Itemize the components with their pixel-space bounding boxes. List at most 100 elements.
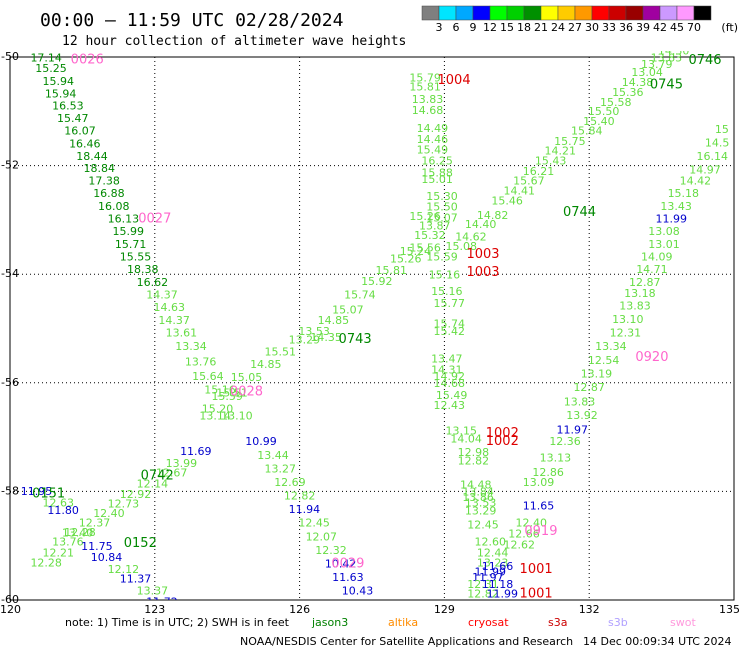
wave-height-point: 16.62 <box>137 276 169 289</box>
wave-height-point: 12.12 <box>108 563 140 576</box>
colorbar-swatch <box>591 5 610 21</box>
wave-height-point: 11.72 <box>146 595 178 608</box>
wave-height-point: 13.99 <box>166 457 198 470</box>
plot-frame <box>9 56 735 601</box>
wave-height-point: 12.40 <box>516 517 548 530</box>
wave-height-point: 17.14 <box>30 51 62 64</box>
wave-height-point: 12.82 <box>467 587 499 600</box>
axis-ticks: 120 123 126 129 132 135 -50 -52 -54 -56 -58 -60 <box>0 50 740 616</box>
wave-height-point: 15.81 <box>409 81 441 94</box>
legend-s3a: s3a <box>548 616 567 629</box>
wave-height-point: 15.16 <box>204 384 236 397</box>
wave-height-point: 15.79 <box>409 71 441 84</box>
track-id-label: 1002 <box>486 434 519 449</box>
colorbar-swatch <box>642 5 661 21</box>
footer-credit: NOAA/NESDIS Center for Satellite Applica… <box>240 635 573 648</box>
wave-height-point: 16.08 <box>98 200 130 213</box>
track-id-label: 0745 <box>650 77 683 92</box>
wave-height-point: 15.07 <box>426 212 458 225</box>
wave-height-point: 13.79 <box>641 58 673 71</box>
wave-height-point: 15.26 <box>390 252 422 265</box>
wave-height-point: 10.43 <box>342 585 374 598</box>
wave-height-point: 13.14 <box>199 410 231 423</box>
track-id-label: 0742 <box>141 468 174 483</box>
wave-height-point: 11.69 <box>180 445 212 458</box>
footer-timestamp: 14 Dec 00:09:34 UTC 2024 <box>583 635 731 648</box>
wave-height-point: 15.24 <box>400 245 432 258</box>
wave-height-point: 15.94 <box>43 75 75 88</box>
wave-height-point: 18.84 <box>84 162 116 175</box>
track-id-label: 0029 <box>331 556 364 571</box>
wave-height-point: 13.84 <box>462 486 494 499</box>
wave-height-point: 13.19 <box>581 367 613 380</box>
colorbar-swatch <box>472 5 491 21</box>
wave-height-point: 15.32 <box>414 229 446 242</box>
wave-height-point: 16.14 <box>697 150 729 163</box>
wave-height-point: 14.82 <box>477 209 509 222</box>
data-points: 17.1415.2515.9415.9416.5315.4716.0716.46… <box>21 51 730 608</box>
wave-height-point: 15.92 <box>361 275 393 288</box>
wave-height-point: 13.34 <box>175 340 207 353</box>
wave-height-point: 15.47 <box>57 112 89 125</box>
wave-height-point: 13.08 <box>648 225 680 238</box>
wave-height-point: 11.99 <box>487 587 519 600</box>
wave-height-point: 11.99 <box>656 213 688 226</box>
wave-height-point: 11.95 <box>21 485 53 498</box>
colorbar-tick-label: 30 <box>585 21 599 34</box>
colorbar-tick-label: 70 <box>687 21 701 34</box>
wave-height-point: 13.87 <box>419 220 451 233</box>
legend-swot: swot <box>670 616 696 629</box>
colorbar-tick-label: 3 <box>436 21 443 34</box>
wave-height-point: 13.53 <box>465 497 497 510</box>
wave-height-point: 13.44 <box>257 449 289 462</box>
wave-height-point: 13.27 <box>265 462 297 475</box>
wave-height-point: 13.83 <box>564 396 596 409</box>
wave-height-point: 12.44 <box>477 547 509 560</box>
wave-height-point: 15.74 <box>344 289 376 302</box>
colorbar-tick-label: 42 <box>653 21 667 34</box>
wave-height-point: 12.32 <box>315 544 347 557</box>
colorbar-tick-label: 18 <box>517 21 531 34</box>
wave-height-point: 15.88 <box>421 166 453 179</box>
track-id-label: 0744 <box>563 205 596 220</box>
wave-height-point: 15.16 <box>431 285 463 298</box>
wave-height-point: 13.53 <box>298 325 330 338</box>
wave-height-point: 14.71 <box>636 263 668 276</box>
wave-height-point: 10.99 <box>245 435 277 448</box>
wave-height-point: 15.51 <box>216 386 248 399</box>
wave-height-point: 13.09 <box>523 476 555 489</box>
wave-height-point: 12.82 <box>458 454 490 467</box>
wave-height-point: 12.66 <box>508 528 540 541</box>
satellite-legend: jason3 altika cryosat s3a s3b swot <box>311 616 696 629</box>
legend-altika: altika <box>388 616 418 629</box>
track-id-label: 0027 <box>138 212 171 227</box>
wave-height-point: 12.40 <box>93 507 125 520</box>
legend-jason3: jason3 <box>311 616 348 629</box>
track-id-label: 1002 <box>486 426 519 441</box>
colorbar-tick-label: 12 <box>483 21 497 34</box>
x-tick-label: 129 <box>434 603 455 616</box>
colorbar-swatch <box>608 5 627 21</box>
wave-height-point: 14.92 <box>433 370 465 383</box>
x-tick-label: 123 <box>144 603 165 616</box>
wave-height-point: 15.50 <box>426 201 458 214</box>
wave-height-point: 14.35 <box>310 331 342 344</box>
wave-height-point: 13.34 <box>595 340 627 353</box>
chart-subtitle: 12 hour collection of altimeter wave hei… <box>62 34 406 49</box>
wave-height-point: 15.30 <box>426 190 458 203</box>
wave-height-point: 14.49 <box>417 122 449 135</box>
wave-height-point: 12.21 <box>43 547 75 560</box>
track-ids: 0026 0027 0028 0029 0919 0920 0746 0745 0744 0743… <box>32 53 722 602</box>
wave-height-point: 12.07 <box>306 530 338 543</box>
colorbar-swatch <box>421 5 440 21</box>
wave-height-point: 16.13 <box>108 213 140 226</box>
colorbar-swatch <box>574 5 593 21</box>
wave-height-point: 12.67 <box>156 467 188 480</box>
wave-height-point: 15.75 <box>554 135 586 148</box>
wave-height-point: 18.44 <box>76 150 108 163</box>
track-id-label: 1004 <box>438 73 471 88</box>
legend-cryosat: cryosat <box>468 616 509 629</box>
wave-height-point: 15 <box>715 123 729 136</box>
wave-height-point: 12.69 <box>274 476 306 489</box>
